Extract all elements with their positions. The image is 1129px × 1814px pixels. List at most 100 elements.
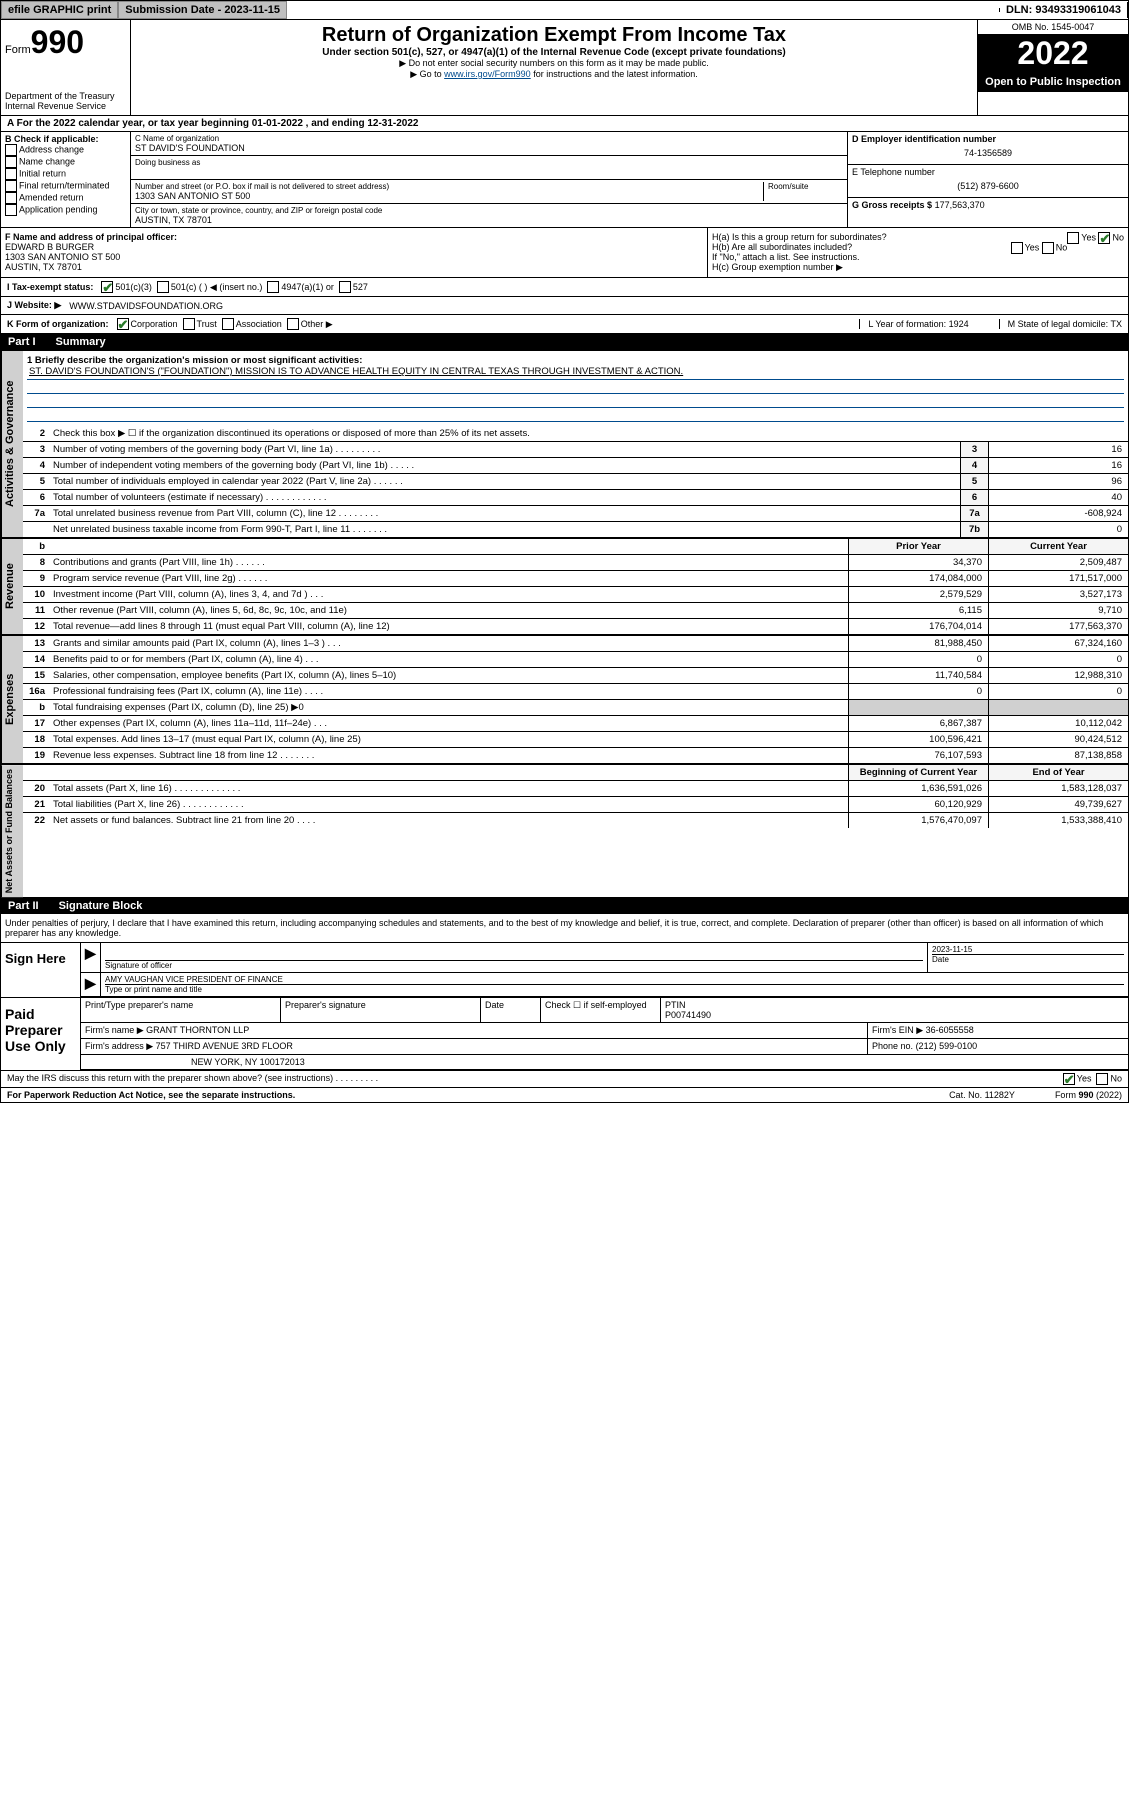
na-py-hdr: Beginning of Current Year — [848, 765, 988, 780]
data-row: 17Other expenses (Part IX, column (A), l… — [23, 716, 1128, 732]
discuss-no[interactable] — [1096, 1073, 1108, 1085]
goto-note: ▶ Go to www.irs.gov/Form990 for instruct… — [135, 69, 973, 80]
cat-no: Cat. No. 11282Y — [949, 1090, 1015, 1100]
gov-row: 6Total number of volunteers (estimate if… — [23, 490, 1128, 506]
data-row: 16aProfessional fundraising fees (Part I… — [23, 684, 1128, 700]
hc-row: H(c) Group exemption number ▶ — [712, 262, 1124, 273]
hb-row: H(b) Are all subordinates included? Yes … — [712, 242, 1124, 252]
vtab-ag: Activities & Governance — [1, 351, 23, 537]
ptin-value: P00741490 — [665, 1010, 711, 1020]
py-hdr: Prior Year — [848, 539, 988, 554]
data-row: 20Total assets (Part X, line 16) . . . .… — [23, 781, 1128, 797]
form-title: Return of Organization Exempt From Incom… — [135, 24, 973, 47]
data-row: 12Total revenue—add lines 8 through 11 (… — [23, 619, 1128, 634]
ha-row: H(a) Is this a group return for subordin… — [712, 232, 1124, 242]
form-header: Form990 Department of the Treasury Inter… — [0, 20, 1129, 116]
officer-addr1: 1303 SAN ANTONIO ST 500 — [5, 252, 703, 262]
efile-print-button[interactable]: efile GRAPHIC print — [1, 1, 118, 19]
cb-amended-return[interactable]: Amended return — [5, 192, 126, 204]
sig-date-label: Date — [932, 954, 1124, 964]
hb-yes[interactable] — [1011, 242, 1023, 254]
cb-527[interactable] — [339, 281, 351, 293]
city-label: City or town, state or province, country… — [135, 206, 843, 215]
ein-value: 74-1356589 — [852, 144, 1124, 162]
cb-final-return[interactable]: Final return/terminated — [5, 180, 126, 192]
gross-label: G Gross receipts $ — [852, 200, 932, 210]
state-domicile: M State of legal domicile: TX — [999, 319, 1122, 329]
cb-assoc[interactable] — [222, 318, 234, 330]
website-value: WWW.STDAVIDSFOUNDATION.ORG — [69, 301, 223, 311]
prep-name-hdr: Print/Type preparer's name — [81, 998, 281, 1022]
paid-preparer-label: Paid Preparer Use Only — [1, 998, 81, 1070]
b-label: B Check if applicable: — [5, 134, 126, 144]
cb-app-pending[interactable]: Application pending — [5, 204, 126, 216]
row-k: K Form of organization: Corporation Trus… — [0, 315, 1129, 334]
cb-501c3[interactable] — [101, 281, 113, 293]
hb-no[interactable] — [1042, 242, 1054, 254]
row-i: I Tax-exempt status: 501(c)(3) 501(c) ( … — [0, 278, 1129, 297]
net-assets-section: Net Assets or Fund Balances Beginning of… — [0, 764, 1129, 898]
officer-typed-name: AMY VAUGHAN VICE PRESIDENT OF FINANCE — [105, 975, 1124, 984]
org-name: ST DAVID'S FOUNDATION — [135, 143, 843, 153]
prep-self-hdr: Check ☐ if self-employed — [541, 998, 661, 1022]
year-formation: L Year of formation: 1924 — [859, 319, 968, 329]
expenses-section: Expenses 13Grants and similar amounts pa… — [0, 635, 1129, 764]
firm-addr2: NEW YORK, NY 100172013 — [81, 1055, 1128, 1069]
cb-name-change[interactable]: Name change — [5, 156, 126, 168]
data-row: 18Total expenses. Add lines 13–17 (must … — [23, 732, 1128, 748]
cb-other[interactable] — [287, 318, 299, 330]
data-row: 21Total liabilities (Part X, line 26) . … — [23, 797, 1128, 813]
gross-value: 177,563,370 — [935, 200, 985, 210]
gov-row: 4Number of independent voting members of… — [23, 458, 1128, 474]
irs-label: Internal Revenue Service — [5, 101, 126, 111]
dept-label: Department of the Treasury — [5, 91, 126, 101]
irs-link[interactable]: www.irs.gov/Form990 — [444, 69, 531, 79]
submission-date-button[interactable]: Submission Date - 2023-11-15 — [118, 1, 287, 19]
dba-label: Doing business as — [135, 158, 843, 167]
gov-row: Net unrelated business taxable income fr… — [23, 522, 1128, 537]
tax-year: 2022 — [978, 35, 1128, 72]
ha-yes[interactable] — [1067, 232, 1079, 244]
data-row: 10Investment income (Part VIII, column (… — [23, 587, 1128, 603]
cy-hdr: Current Year — [988, 539, 1128, 554]
cb-501c[interactable] — [157, 281, 169, 293]
tel-label: E Telephone number — [852, 167, 1124, 177]
officer-addr2: AUSTIN, TX 78701 — [5, 262, 703, 272]
vtab-exp: Expenses — [1, 636, 23, 763]
data-row: 11Other revenue (Part VIII, column (A), … — [23, 603, 1128, 619]
dln-label: DLN: 93493319061043 — [1000, 2, 1128, 18]
data-row: bTotal fundraising expenses (Part IX, co… — [23, 700, 1128, 716]
na-cy-hdr: End of Year — [988, 765, 1128, 780]
street-address: 1303 SAN ANTONIO ST 500 — [135, 191, 763, 201]
cb-initial-return[interactable]: Initial return — [5, 168, 126, 180]
mission-text[interactable]: ST. DAVID'S FOUNDATION'S ("FOUNDATION") … — [27, 366, 1124, 380]
form-subtitle: Under section 501(c), 527, or 4947(a)(1)… — [135, 47, 973, 58]
part1-header: Part I Summary — [0, 334, 1129, 350]
vtab-na: Net Assets or Fund Balances — [1, 765, 23, 897]
mission-label: 1 Briefly describe the organization's mi… — [27, 355, 1124, 366]
typed-name-label: Type or print name and title — [105, 984, 1124, 994]
sign-here-label: Sign Here — [1, 943, 81, 997]
omb-number: OMB No. 1545-0047 — [978, 20, 1128, 35]
firm-phone: (212) 599-0100 — [916, 1041, 978, 1051]
section-fh: F Name and address of principal officer:… — [0, 228, 1129, 278]
cb-address-change[interactable]: Address change — [5, 144, 126, 156]
data-row: 14Benefits paid to or for members (Part … — [23, 652, 1128, 668]
ein-label: D Employer identification number — [852, 134, 1124, 144]
cb-corp[interactable] — [117, 318, 129, 330]
data-row: 22Net assets or fund balances. Subtract … — [23, 813, 1128, 828]
ha-no[interactable] — [1098, 232, 1110, 244]
signature-block: Under penalties of perjury, I declare th… — [0, 914, 1129, 1071]
room-label: Room/suite — [768, 182, 843, 191]
cb-trust[interactable] — [183, 318, 195, 330]
firm-addr1: 757 THIRD AVENUE 3RD FLOOR — [156, 1041, 293, 1051]
revenue-section: Revenue bPrior YearCurrent Year 8Contrib… — [0, 538, 1129, 635]
tel-value: (512) 879-6600 — [852, 177, 1124, 195]
sig-officer-label: Signature of officer — [105, 961, 923, 970]
officer-name: EDWARD B BURGER — [5, 242, 703, 252]
discuss-row: May the IRS discuss this return with the… — [0, 1071, 1129, 1088]
public-inspection-badge: Open to Public Inspection — [978, 72, 1128, 92]
cb-4947[interactable] — [267, 281, 279, 293]
discuss-yes[interactable] — [1063, 1073, 1075, 1085]
org-name-label: C Name of organization — [135, 134, 843, 143]
